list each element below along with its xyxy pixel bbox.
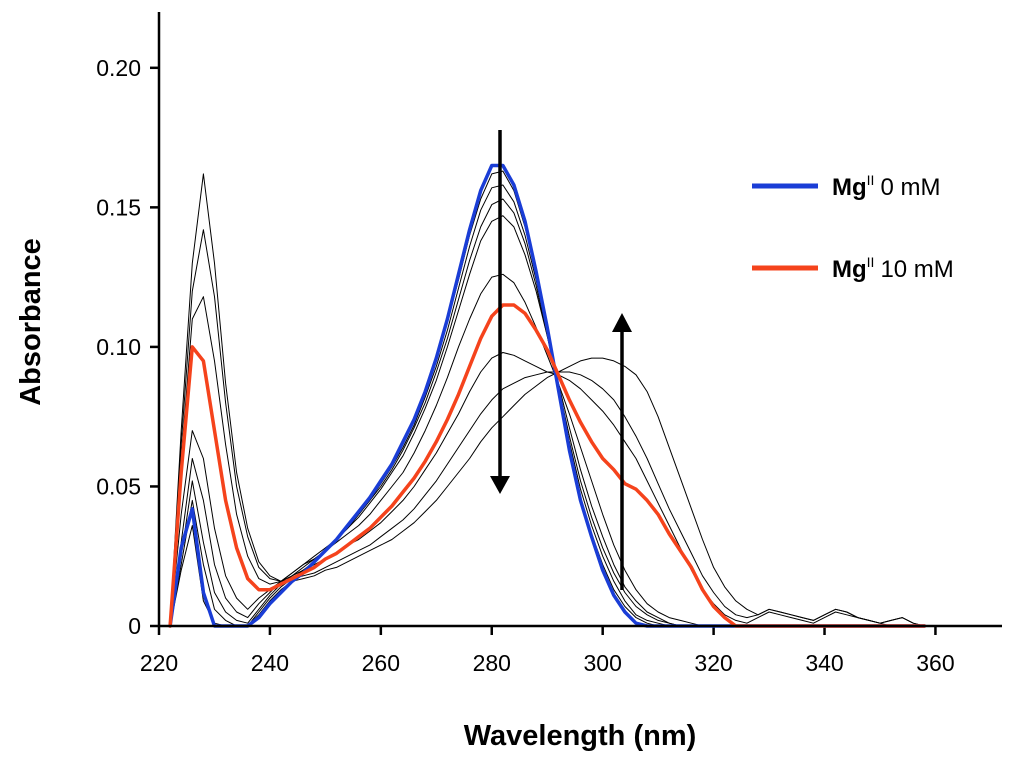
spectrum-series-9 <box>169 173 925 627</box>
spectrum-series-8 <box>169 229 925 627</box>
legend-label: MgII 0 mM <box>832 172 940 201</box>
spectrum-series-2 <box>169 184 925 627</box>
axes <box>157 12 1002 628</box>
x-tick-label: 300 <box>583 650 621 676</box>
spectrum-series-0 <box>168 163 927 628</box>
spectrum-series-4 <box>169 215 925 627</box>
spectrum-series-1 <box>169 170 925 627</box>
y-axis-title: Absorbance <box>15 238 47 406</box>
x-tick-label: 340 <box>805 650 843 676</box>
y-tick-label: 0.20 <box>96 55 141 81</box>
x-tick-label: 280 <box>473 650 511 676</box>
x-tick-label: 320 <box>694 650 732 676</box>
legend-label: MgII 10 mM <box>832 254 954 283</box>
x-tick-label: 240 <box>251 650 289 676</box>
increase-arrow-head <box>612 313 632 332</box>
x-tick-label: 360 <box>916 650 954 676</box>
decrease-arrow-head <box>490 476 510 494</box>
x-tick-label: 260 <box>362 650 400 676</box>
tick-labels: 220 240 260 280 300 320 340 360 0 0.05 0.10 0.15 0.2… <box>96 55 954 676</box>
y-tick-label: 0.15 <box>96 194 141 220</box>
spectrum-series-6 <box>168 303 927 628</box>
x-axis-title: Wavelength (nm) <box>464 720 697 752</box>
legend-label-sup: II <box>867 254 875 270</box>
change-arrows <box>490 130 632 590</box>
legend-label-main: Mg <box>832 174 867 201</box>
spectrum-series-7 <box>169 296 925 627</box>
y-tick-label: 0.10 <box>96 334 141 360</box>
axis-ticks <box>150 66 937 635</box>
x-tick-label: 220 <box>140 650 178 676</box>
legend-label-rest: 0 mM <box>880 174 940 201</box>
spectra-series <box>168 163 927 628</box>
legend-label-main: Mg <box>832 256 867 283</box>
y-tick-label: 0.05 <box>96 473 141 499</box>
y-tick-label: 0 <box>128 613 141 639</box>
legend-label-sup: II <box>867 172 875 188</box>
legend-label-rest: 10 mM <box>880 256 953 283</box>
spectrum-series-3 <box>169 198 925 627</box>
